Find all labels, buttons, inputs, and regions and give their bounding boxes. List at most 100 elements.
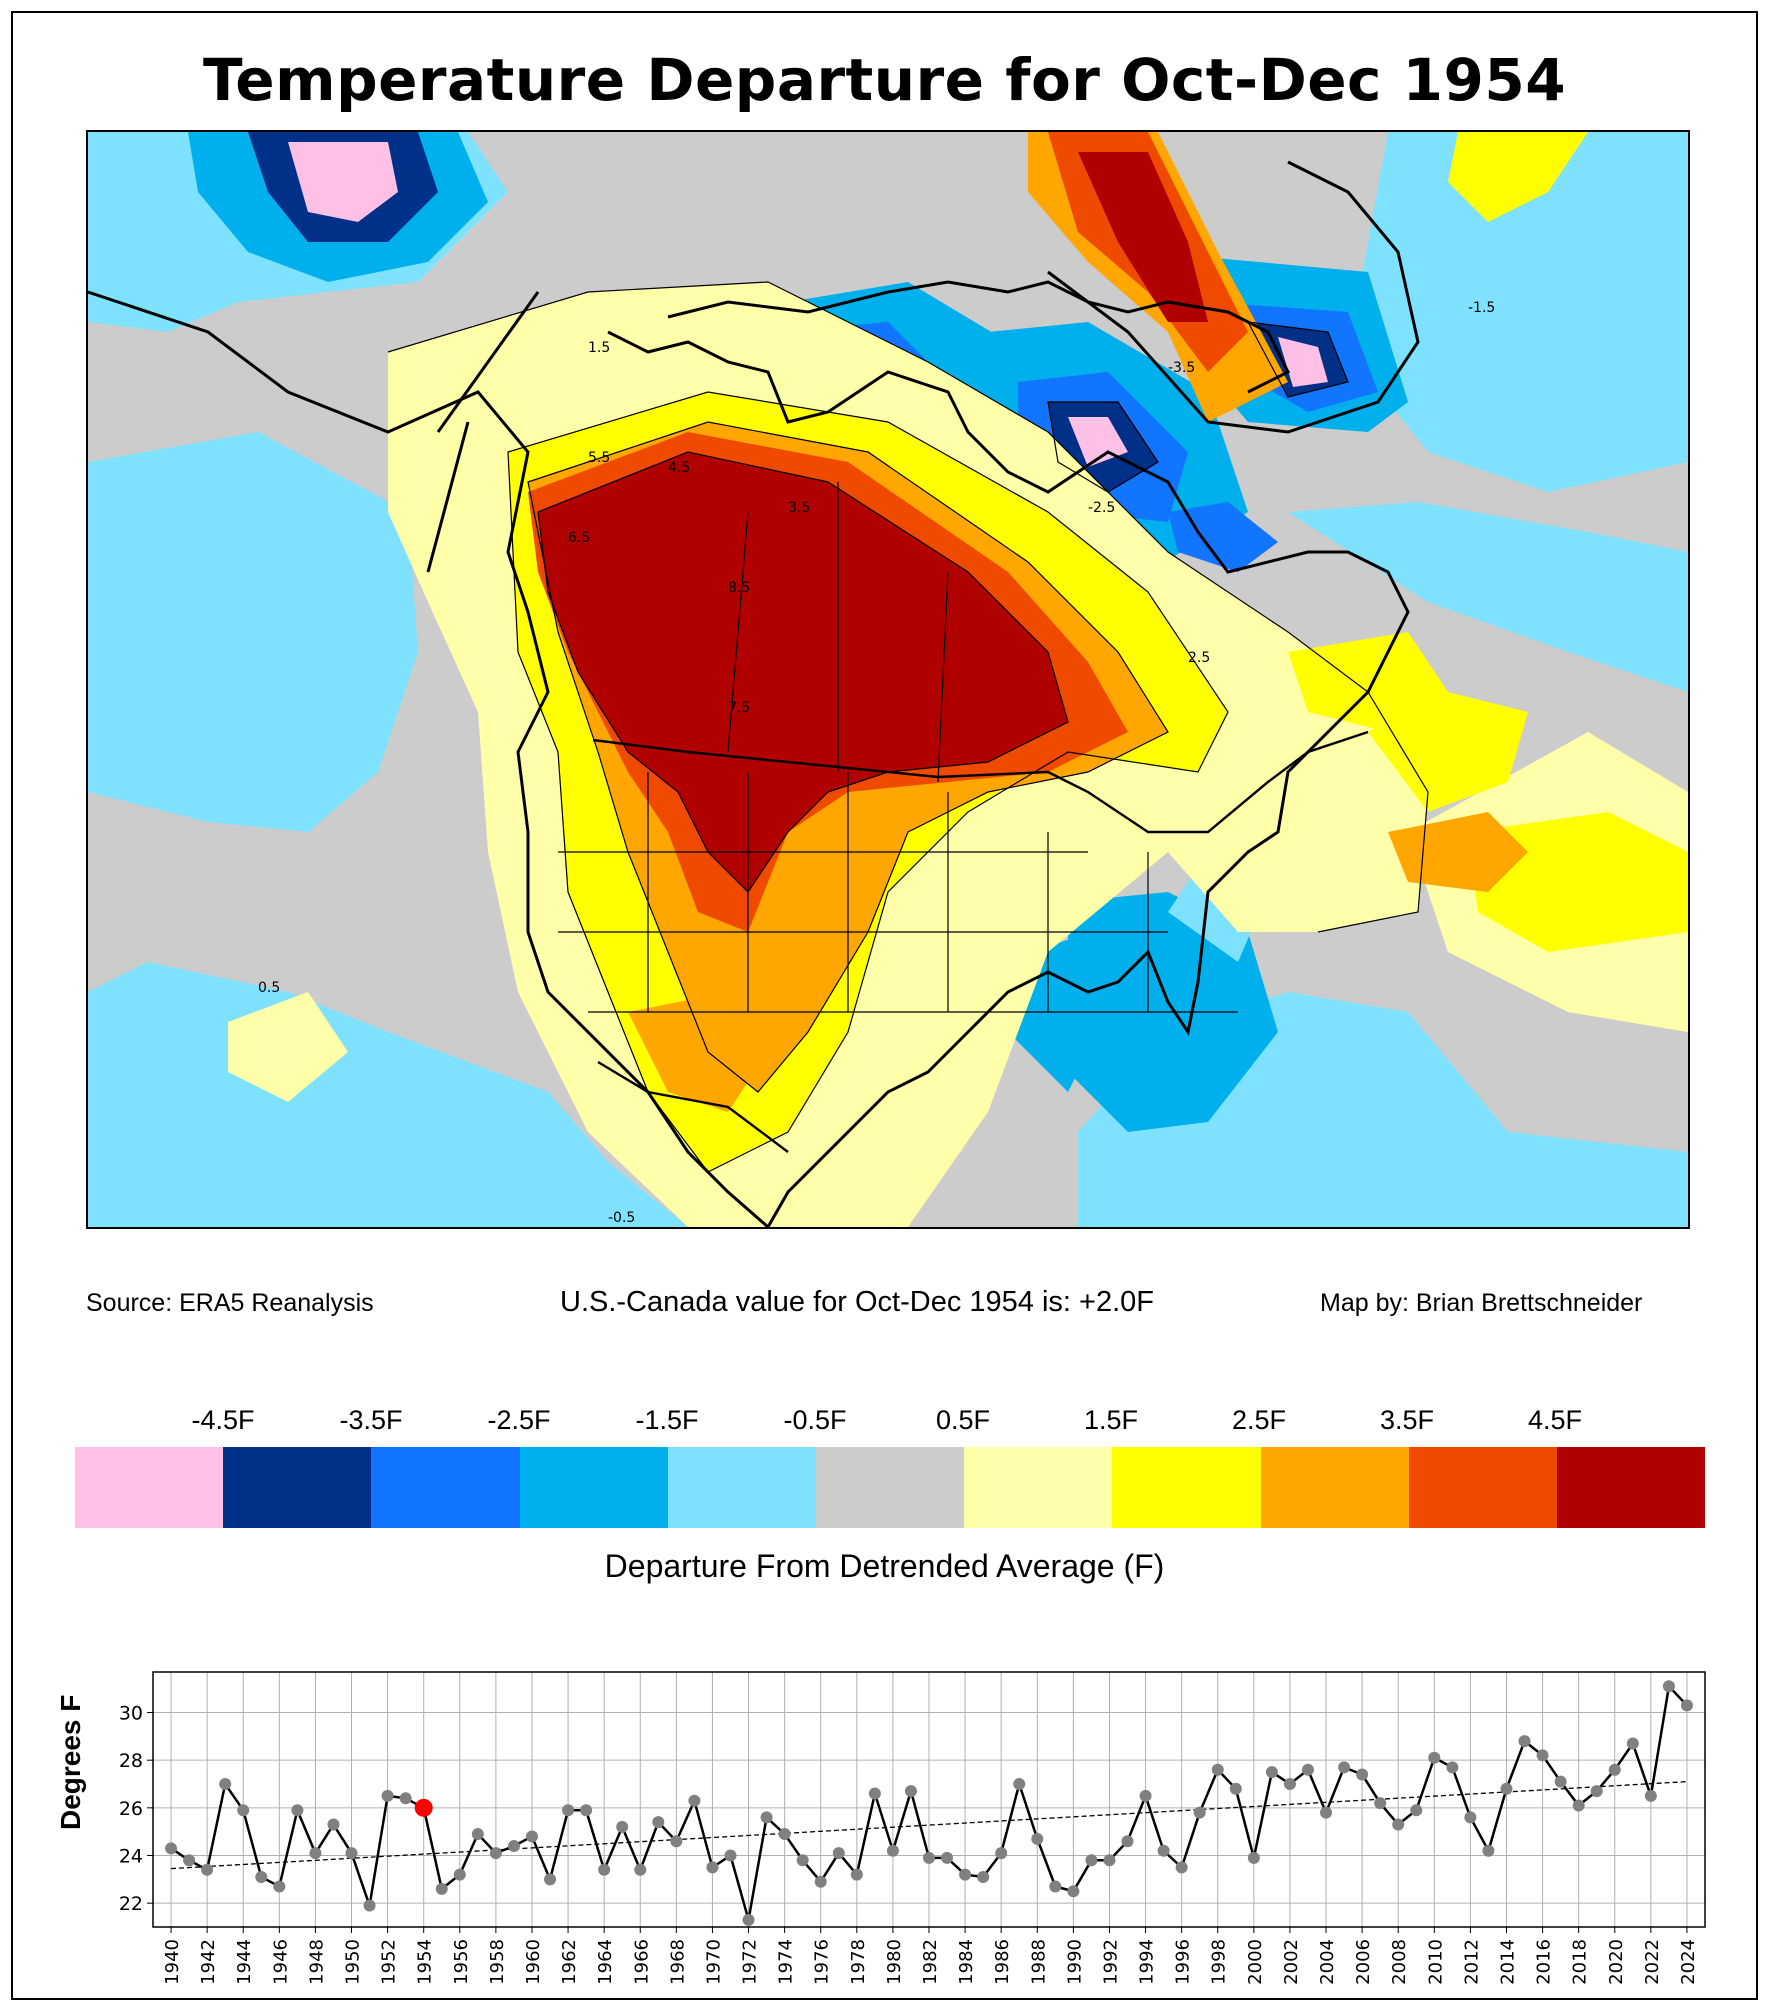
temperature-departure-map: 1.5 2.5 3.5 4.5 5.5 6.5 7.5 8.5 0.5 -0.5… xyxy=(86,130,1690,1229)
data-point xyxy=(923,1851,935,1864)
legend-label: 3.5F xyxy=(1379,1405,1435,1435)
contour-label: -3.5 xyxy=(1168,360,1195,376)
x-tick-label: 1948 xyxy=(306,1939,327,1985)
data-point xyxy=(1626,1737,1639,1750)
contour-label: 8.5 xyxy=(728,580,750,596)
data-point xyxy=(1067,1885,1080,1898)
figure-frame xyxy=(11,11,1758,2000)
data-point xyxy=(724,1849,737,1862)
x-tick-label: 1978 xyxy=(848,1939,869,1985)
contour-label: -2.5 xyxy=(1088,500,1115,516)
x-tick-label: 2006 xyxy=(1353,1939,1374,1985)
data-point xyxy=(760,1811,773,1824)
x-tick-label: 1980 xyxy=(884,1939,905,1985)
data-point xyxy=(165,1842,178,1855)
x-tick-label: 1976 xyxy=(812,1939,833,1985)
data-point xyxy=(1121,1835,1134,1848)
x-tick-label: 1954 xyxy=(415,1939,436,1985)
contour-label: -0.5 xyxy=(608,1210,635,1226)
data-point xyxy=(977,1870,990,1883)
x-tick-label: 1950 xyxy=(343,1939,364,1985)
highlight-point xyxy=(414,1798,433,1817)
data-point xyxy=(850,1868,863,1881)
contour-label: 3.5 xyxy=(788,500,810,516)
data-point xyxy=(616,1820,629,1833)
x-tick-label: 2016 xyxy=(1534,1939,1555,1985)
legend-swatch xyxy=(964,1447,1113,1528)
x-tick-label: 2012 xyxy=(1461,1939,1482,1985)
credit-text: Map by: Brian Brettschneider xyxy=(1320,1289,1643,1317)
legend-label: -2.5F xyxy=(487,1405,551,1435)
data-point xyxy=(904,1785,917,1798)
data-point xyxy=(706,1861,719,1874)
legend-swatch xyxy=(815,1447,965,1528)
x-tick-label: 2010 xyxy=(1425,1939,1446,1985)
data-point xyxy=(219,1778,232,1791)
x-tick-label: 1986 xyxy=(992,1939,1013,1985)
data-point xyxy=(327,1818,340,1831)
data-point xyxy=(1482,1844,1495,1857)
data-point xyxy=(1049,1880,1062,1893)
legend-swatch xyxy=(1408,1447,1557,1528)
y-tick-label: 26 xyxy=(119,1798,143,1820)
x-tick-label: 1942 xyxy=(198,1939,219,1985)
data-point xyxy=(1175,1861,1188,1874)
contour-label: 1.5 xyxy=(588,340,610,356)
y-tick-label: 28 xyxy=(119,1750,143,1772)
data-point xyxy=(1229,1782,1242,1795)
x-tick-label: 1960 xyxy=(523,1939,544,1985)
data-point xyxy=(1662,1680,1675,1693)
data-point xyxy=(1356,1768,1369,1781)
data-point xyxy=(1031,1832,1044,1845)
contour-label: -1.5 xyxy=(1468,300,1495,316)
map-fill-dark-red xyxy=(538,452,1068,892)
x-tick-label: 1970 xyxy=(703,1939,724,1985)
y-tick-label: 30 xyxy=(119,1703,143,1725)
data-point xyxy=(688,1794,701,1807)
x-tick-label: 1988 xyxy=(1028,1939,1049,1985)
data-point xyxy=(652,1816,665,1829)
data-point xyxy=(1139,1789,1152,1802)
data-point xyxy=(1193,1806,1206,1819)
map-fill-greenland-warm xyxy=(1028,132,1588,422)
data-point xyxy=(1013,1778,1026,1791)
data-point xyxy=(959,1868,972,1881)
data-point xyxy=(237,1804,250,1817)
x-tick-label: 2024 xyxy=(1678,1939,1699,1985)
x-tick-label: 1956 xyxy=(451,1939,472,1985)
data-point xyxy=(1301,1763,1314,1776)
data-point xyxy=(1392,1818,1405,1831)
contour-label: 6.5 xyxy=(568,530,590,546)
data-point xyxy=(399,1792,412,1805)
data-point xyxy=(489,1847,502,1860)
contour-label: 5.5 xyxy=(588,450,610,466)
annual-temperature-chart: 22 24 26 28 30 1940 1942 1944 1946 1948 1950 1952 19… xyxy=(119,1671,1706,1985)
data-point xyxy=(273,1880,286,1893)
contour-label: 7.5 xyxy=(728,700,750,716)
data-point xyxy=(255,1870,268,1883)
data-point xyxy=(309,1847,322,1860)
data-point xyxy=(471,1828,484,1841)
page-title: Temperature Departure for Oct-Dec 1954 xyxy=(202,46,1567,114)
data-point xyxy=(453,1868,466,1881)
x-tick-label: 1990 xyxy=(1064,1939,1085,1985)
data-point xyxy=(201,1863,214,1876)
data-point xyxy=(742,1913,755,1926)
us-canada-border xyxy=(592,730,1369,1153)
legend-label: -4.5F xyxy=(191,1405,255,1435)
data-point xyxy=(525,1830,538,1843)
x-tick-label: 2004 xyxy=(1317,1939,1338,1985)
data-point xyxy=(381,1789,394,1802)
x-tick-label: 1962 xyxy=(559,1939,580,1985)
x-tick-label: 1996 xyxy=(1173,1939,1194,1985)
data-point xyxy=(562,1804,575,1817)
data-point xyxy=(1410,1804,1423,1817)
contour-label: 0.5 xyxy=(258,980,280,996)
legend-title: Departure From Detrended Average (F) xyxy=(604,1548,1165,1584)
x-tick-label: 2002 xyxy=(1281,1939,1302,1985)
data-point xyxy=(345,1847,358,1860)
data-point xyxy=(814,1875,827,1888)
data-point xyxy=(995,1847,1008,1860)
data-point xyxy=(1644,1789,1657,1802)
data-point xyxy=(1320,1806,1333,1819)
